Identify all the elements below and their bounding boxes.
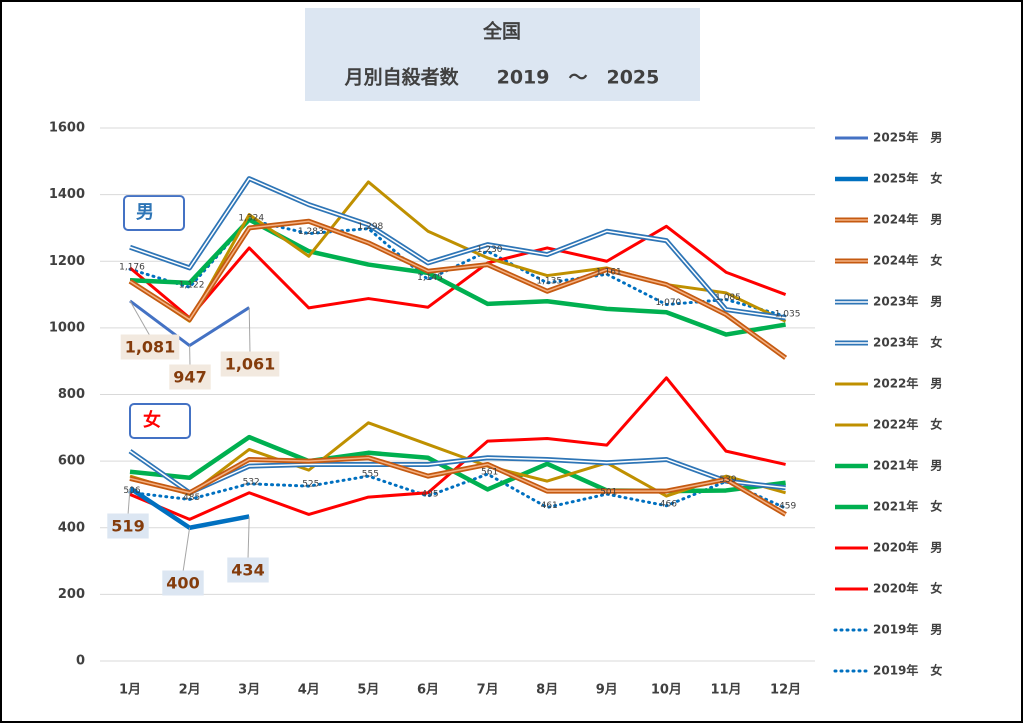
legend-label: 2024年 女 <box>873 253 942 268</box>
data-label: 532 <box>243 477 260 487</box>
data-label: 1,035 <box>775 310 801 320</box>
x-tick-label: 8月 <box>536 683 558 698</box>
data-label: 495 <box>421 490 438 500</box>
x-tick-label: 1月 <box>119 683 141 698</box>
data-label: 1,283 <box>298 227 324 237</box>
x-tick-label: 7月 <box>477 683 499 698</box>
series-line <box>128 472 788 510</box>
leader-line <box>182 527 191 573</box>
data-label-box <box>220 351 280 377</box>
annotation-box <box>123 195 185 231</box>
data-label: 501 <box>600 488 617 498</box>
data-label: 1,161 <box>596 268 622 278</box>
y-tick-label: 600 <box>58 454 85 469</box>
legend-label: 2021年 男 <box>873 458 942 473</box>
legend-label: 2023年 男 <box>873 294 942 309</box>
legend-label: 2025年 男 <box>873 130 942 145</box>
series-line <box>129 450 786 494</box>
x-tick-label: 5月 <box>357 683 379 698</box>
annotation: 女 <box>143 409 161 431</box>
data-label: 1,070 <box>656 298 682 308</box>
data-label: 1,061 <box>225 355 276 374</box>
data-label: 506 <box>123 486 140 496</box>
data-label: 525 <box>302 480 319 490</box>
series-line <box>129 421 787 498</box>
data-label: 539 <box>719 475 736 485</box>
data-label: 1,298 <box>358 222 384 232</box>
data-label: 555 <box>362 470 379 480</box>
leader-line <box>247 516 250 560</box>
data-label: 1,135 <box>536 276 562 286</box>
data-label: 434 <box>231 561 264 580</box>
legend-label: 2025年 女 <box>873 171 942 186</box>
y-tick-label: 200 <box>58 587 85 602</box>
legend-label: 2022年 男 <box>873 376 942 391</box>
leader-line <box>248 307 251 354</box>
data-label: 519 <box>111 517 144 536</box>
data-label-box <box>107 513 149 539</box>
chart-title: 全国 <box>482 20 521 43</box>
data-label: 1,145 <box>417 273 443 283</box>
x-tick-label: 3月 <box>238 683 260 698</box>
data-label: 461 <box>541 501 558 511</box>
leader-line <box>129 300 151 337</box>
x-tick-label: 12月 <box>770 683 801 698</box>
y-tick-label: 400 <box>58 520 85 535</box>
data-label: 1,176 <box>119 263 145 273</box>
legend-label: 2023年 女 <box>873 335 942 350</box>
x-tick-label: 6月 <box>417 683 439 698</box>
y-tick-label: 1600 <box>49 121 85 136</box>
annotation: 男 <box>136 202 154 223</box>
data-label: 1,324 <box>238 213 264 223</box>
x-tick-label: 2月 <box>179 683 201 698</box>
data-label: 947 <box>173 368 206 387</box>
data-label-box <box>227 557 269 583</box>
x-tick-label: 9月 <box>596 683 618 698</box>
legend-label: 2024年 男 <box>873 212 942 227</box>
series-line <box>129 180 787 323</box>
data-label: 459 <box>779 502 796 512</box>
legend-label: 2019年 女 <box>873 663 942 678</box>
chart-subtitle: 月別自殺者数 2019 ～ 2025 <box>344 66 660 89</box>
data-label: 1,081 <box>125 338 176 357</box>
y-tick-label: 1200 <box>49 254 85 269</box>
title-box <box>305 8 700 101</box>
x-tick-label: 11月 <box>710 683 741 698</box>
y-tick-label: 0 <box>76 654 85 669</box>
x-tick-label: 10月 <box>651 683 682 698</box>
data-label: 561 <box>481 468 498 478</box>
annotation-box <box>129 403 191 439</box>
y-tick-label: 1000 <box>49 320 85 335</box>
data-label-box <box>169 364 211 390</box>
leader-line <box>127 488 131 516</box>
y-tick-label: 800 <box>58 387 85 402</box>
legend-label: 2022年 女 <box>873 417 942 432</box>
series-line <box>129 177 786 319</box>
data-label: 466 <box>660 499 677 509</box>
data-label: 1,085 <box>715 293 741 303</box>
series-line <box>129 376 786 521</box>
x-tick-label: 4月 <box>298 683 320 698</box>
legend-label: 2020年 女 <box>873 581 942 596</box>
legend-label: 2020年 男 <box>873 540 942 555</box>
y-tick-label: 1400 <box>49 187 85 202</box>
series-line <box>129 457 786 516</box>
data-label: 1,230 <box>477 245 503 255</box>
series-line <box>129 220 787 359</box>
legend-label: 2021年 女 <box>873 499 942 514</box>
data-label: 485 <box>183 493 200 503</box>
series-line <box>129 224 787 320</box>
data-label-box <box>120 334 180 360</box>
data-label-box <box>162 570 204 596</box>
data-label: 400 <box>166 574 199 593</box>
legend-label: 2019年 男 <box>873 622 942 637</box>
data-label: 1,122 <box>179 281 205 291</box>
